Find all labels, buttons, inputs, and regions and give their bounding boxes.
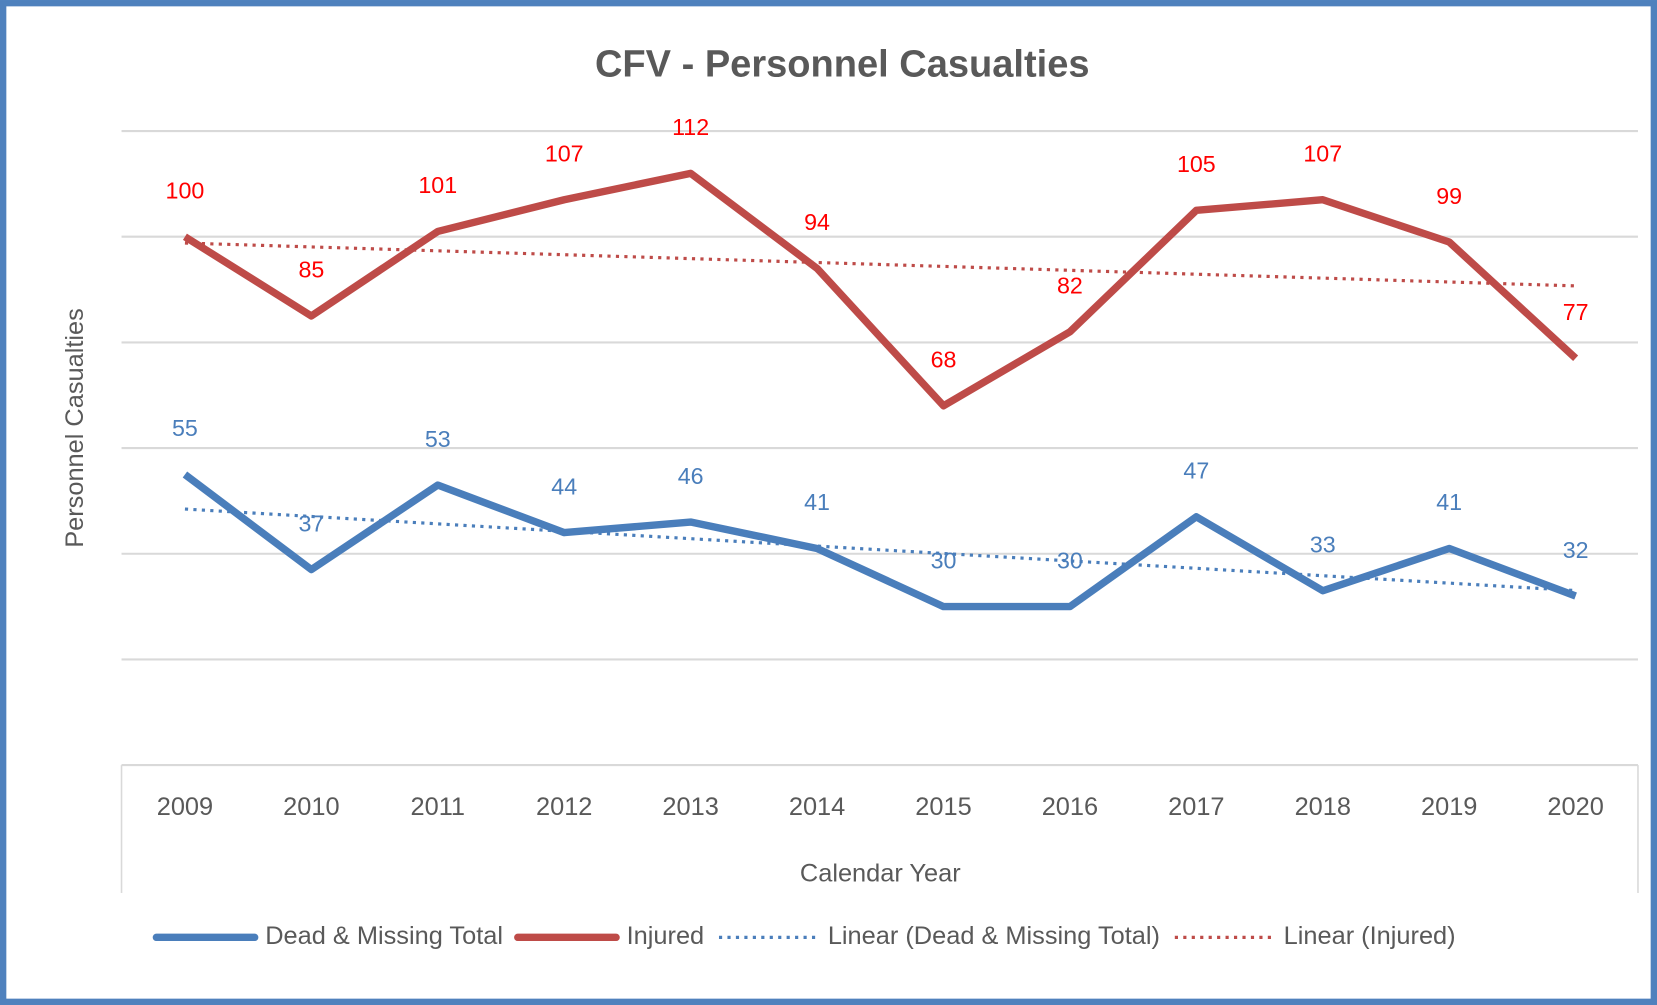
data-label: 32 [1563,537,1589,563]
data-label: 107 [545,140,584,166]
series-line [182,169,1579,410]
data-label: 100 [166,177,205,203]
data-label: 46 [678,463,704,489]
x-tick-label: 2019 [1421,793,1477,821]
data-label: 94 [804,209,830,235]
data-label: 85 [298,257,324,283]
data-label: 30 [931,547,957,573]
y-axis-label: Personnel Casualties [61,308,89,548]
data-label: 44 [551,473,577,499]
x-tick-label: 2013 [662,793,718,821]
data-label: 105 [1177,151,1216,177]
data-label: 55 [172,415,198,441]
data-label: 30 [1057,547,1083,573]
x-tick-label: 2017 [1168,793,1224,821]
data-label: 33 [1310,531,1336,557]
legend-label: Dead & Missing Total [265,922,503,950]
chart-title: CFV - Personnel Casualties [595,44,1090,86]
data-label: 107 [1303,140,1342,166]
x-tick-label: 2018 [1295,793,1351,821]
data-label: 41 [804,489,830,515]
x-tick-label: 2010 [283,793,339,821]
x-axis-label: Calendar Year [800,860,961,888]
x-tick-label: 2020 [1547,793,1603,821]
x-tick-label: 2011 [411,793,466,821]
trend-line [184,507,1576,593]
data-label: 82 [1057,273,1083,299]
data-label: 112 [672,114,709,140]
x-tick-label: 2009 [157,793,213,821]
data-label: 53 [425,426,451,452]
data-label: 68 [931,347,957,373]
data-label: 101 [418,172,457,198]
legend-label: Linear (Dead & Missing Total) [828,922,1160,950]
x-tick-label: 2014 [789,793,845,821]
x-tick-label: 2015 [915,793,971,821]
data-label: 47 [1183,458,1209,484]
data-label: 37 [298,510,324,536]
x-tick-label: 2012 [536,793,592,821]
series-line [182,471,1577,611]
data-label: 41 [1436,489,1462,515]
x-tick-label: 2016 [1042,793,1098,821]
legend-label: Linear (Injured) [1284,922,1456,950]
trend-line [184,241,1576,288]
data-label: 99 [1436,183,1462,209]
data-label: 77 [1563,299,1589,325]
legend-label: Injured [627,922,705,950]
